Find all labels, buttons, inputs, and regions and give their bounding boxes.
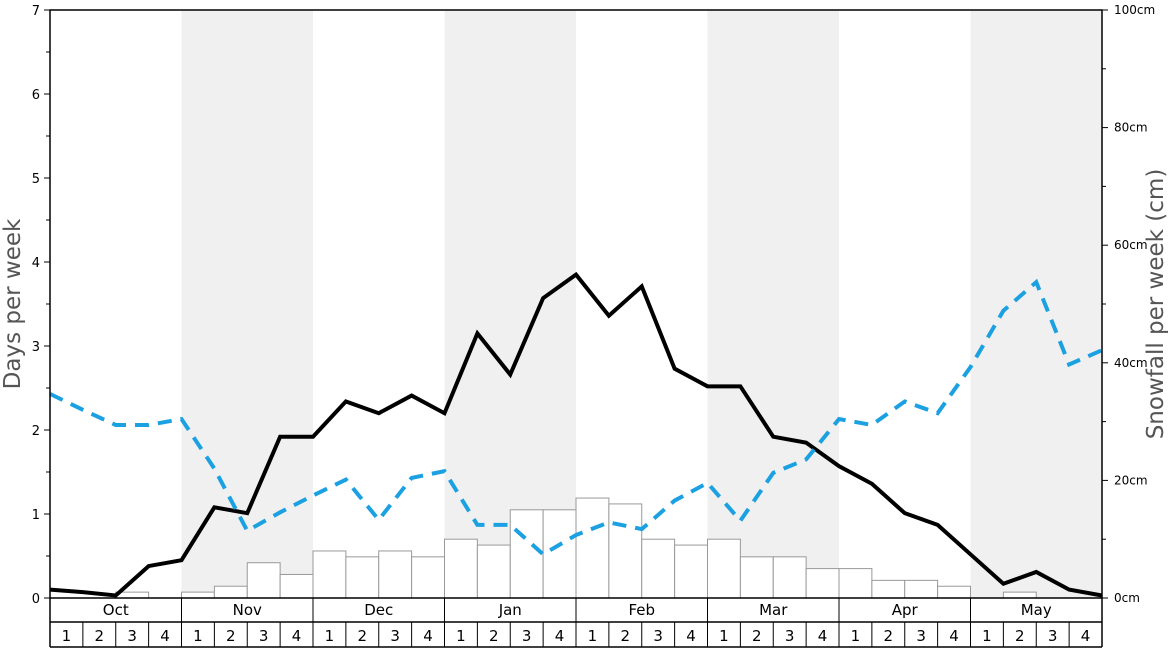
week-label: 3: [916, 627, 926, 645]
week-label: 4: [292, 627, 302, 645]
y-tick-label-left: 7: [32, 4, 40, 19]
week-label: 4: [1081, 627, 1091, 645]
snowfall-bar: [805, 568, 840, 599]
month-label-jan: Jan: [498, 601, 522, 619]
week-label: 1: [982, 627, 992, 645]
snowfall-bar: [542, 509, 577, 599]
week-label: 4: [949, 627, 959, 645]
snowfall-bar: [378, 550, 413, 599]
dashed-series-line: [49, 278, 1103, 557]
week-label: 2: [1015, 627, 1025, 645]
y-tick-label-left: 4: [32, 256, 40, 271]
week-label: 4: [818, 627, 828, 645]
solid-series-line: [49, 271, 1103, 598]
week-label: 4: [555, 627, 565, 645]
week-label: 4: [160, 627, 170, 645]
week-label: 2: [226, 627, 236, 645]
y-tick-label-left: 5: [32, 172, 40, 187]
snowfall-bar: [279, 573, 314, 599]
week-label: 4: [686, 627, 696, 645]
snowfall-bar: [509, 509, 544, 599]
y-tick-label-right: 0cm: [1114, 591, 1140, 605]
month-shade-nov: [181, 10, 313, 598]
month-shade-may: [970, 10, 1102, 598]
week-label: 2: [752, 627, 762, 645]
week-label: 3: [1048, 627, 1058, 645]
snowfall-bar: [444, 538, 478, 599]
week-label: 2: [358, 627, 368, 645]
snowfall-bar: [476, 544, 511, 599]
week-label: 3: [522, 627, 532, 645]
week-label: 1: [851, 627, 861, 645]
y-axis-title-left: Days per week: [0, 218, 26, 389]
snowfall-bars: [115, 497, 1037, 599]
snowfall-bar: [345, 556, 380, 599]
y-tick-label-right: 100cm: [1114, 3, 1155, 17]
y-axis-title-right: Snowfall per week (cm): [1143, 169, 1168, 440]
snowfall-bar: [838, 568, 873, 599]
snowfall-bar: [312, 550, 347, 599]
snowfall-bar: [181, 591, 215, 599]
snowfall-bar: [871, 579, 906, 599]
month-label-nov: Nov: [233, 601, 262, 619]
y-tick-label-right: 60cm: [1114, 238, 1148, 252]
week-label: 1: [325, 627, 335, 645]
week-label: 1: [456, 627, 466, 645]
week-label: 1: [719, 627, 729, 645]
month-label-feb: Feb: [628, 601, 655, 619]
snowfall-bar: [739, 556, 774, 599]
week-label: 2: [489, 627, 499, 645]
snowfall-bar: [575, 497, 610, 599]
week-label: 1: [193, 627, 203, 645]
month-week-axis: Oct 1 2 3 4 Nov 1 2 3 4 Dec 1 2 3 4 Jan 1 2 3 4 Feb 1 2 3 4 Mar 1 2…: [49, 598, 1103, 648]
week-label: 3: [653, 627, 663, 645]
right-axis: 0cm 20cm 40cm 60cm 80cm 100cm: [1102, 3, 1155, 605]
snowfall-bar: [707, 538, 741, 599]
snowfall-bar: [641, 538, 676, 599]
snowfall-bar: [772, 556, 807, 599]
snowfall-bar: [1002, 591, 1037, 599]
week-label: 1: [588, 627, 598, 645]
left-axis: 0 1 2 3 4 5 6 7: [32, 4, 50, 607]
snowfall-bar: [608, 503, 643, 599]
y-tick-label-left: 0: [32, 592, 40, 607]
month-label-dec: Dec: [364, 601, 393, 619]
week-label: 2: [95, 627, 105, 645]
series-lines: [49, 271, 1103, 598]
week-label: 1: [62, 627, 72, 645]
y-tick-label-left: 2: [32, 424, 40, 439]
y-tick-label-left: 1: [32, 508, 40, 523]
week-label: 3: [785, 627, 795, 645]
snowfall-bar: [213, 585, 248, 599]
snowfall-bar: [674, 544, 708, 599]
week-label: 2: [884, 627, 894, 645]
month-shade-mar: [707, 10, 839, 598]
y-tick-label-left: 6: [32, 88, 40, 103]
month-label-mar: Mar: [759, 601, 788, 619]
month-label-apr: Apr: [892, 601, 919, 619]
month-label-may: May: [1021, 601, 1052, 619]
snowfall-bar: [246, 562, 281, 599]
month-label-oct: Oct: [103, 601, 129, 619]
week-label: 3: [390, 627, 400, 645]
snowfall-bar: [937, 585, 971, 599]
snowfall-bar: [904, 579, 939, 599]
y-tick-label-right: 20cm: [1114, 473, 1148, 487]
month-shade-jan: [444, 10, 576, 598]
week-label: 3: [127, 627, 137, 645]
y-tick-label-right: 80cm: [1114, 121, 1148, 135]
week-label: 2: [621, 627, 631, 645]
week-label: 3: [259, 627, 269, 645]
y-tick-label-left: 3: [32, 340, 40, 355]
snowfall-bar: [411, 556, 445, 599]
week-label: 4: [423, 627, 433, 645]
y-tick-label-right: 40cm: [1114, 356, 1148, 370]
month-shading: [181, 10, 1102, 598]
